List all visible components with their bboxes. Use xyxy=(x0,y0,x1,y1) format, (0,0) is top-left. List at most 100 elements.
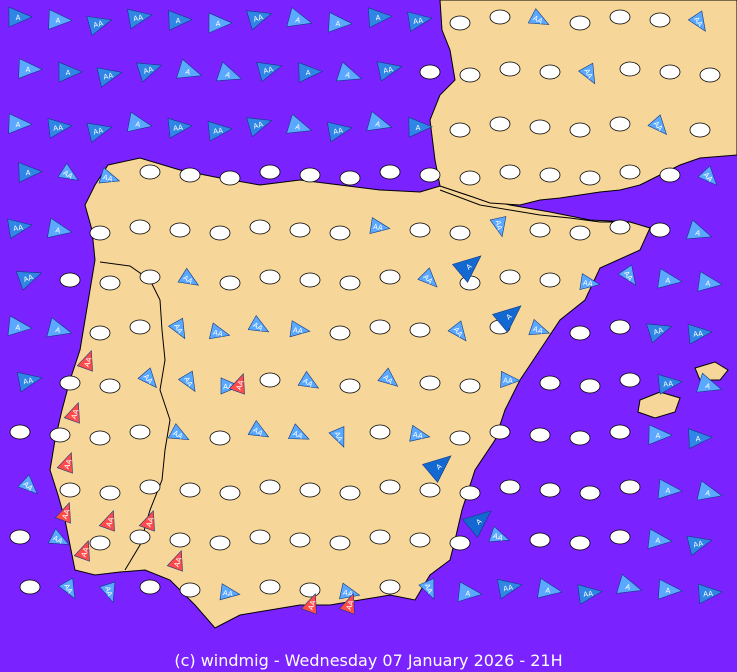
calm-marker xyxy=(289,222,311,238)
wind-arrow-marker: AA xyxy=(418,578,435,600)
wind-arrow-label: AA xyxy=(345,599,356,611)
wind-arrow-label: AA xyxy=(413,17,424,26)
calm-marker xyxy=(539,167,561,183)
calm-marker xyxy=(529,427,551,443)
calm-marker xyxy=(609,319,631,335)
calm-marker xyxy=(619,372,641,388)
wind-arrow-label: AA xyxy=(23,273,35,284)
wind-arrow-marker: AA xyxy=(247,314,270,333)
wind-arrow-label: A xyxy=(545,586,551,595)
calm-marker xyxy=(459,485,481,501)
wind-arrow-label: AA xyxy=(173,556,184,568)
wind-arrow-label: AA xyxy=(293,326,304,335)
wind-arrow-marker: AA xyxy=(577,584,603,605)
wind-arrow-marker: A xyxy=(421,455,452,483)
calm-marker xyxy=(459,378,481,394)
wind-arrow-marker: AA xyxy=(687,323,713,345)
wind-arrow-label: AA xyxy=(423,582,434,594)
wind-arrow-label: AA xyxy=(62,583,74,596)
wind-arrow-marker: AA xyxy=(73,539,91,562)
wind-arrow-label: A xyxy=(224,71,231,80)
wind-arrow-marker: A xyxy=(696,372,723,393)
calm-marker xyxy=(209,535,231,551)
wind-arrow-label: A xyxy=(656,432,661,440)
wind-arrow-marker: A xyxy=(286,113,313,134)
calm-marker xyxy=(449,535,471,551)
wind-arrow-label: AA xyxy=(253,13,265,24)
wind-arrow-marker: AA xyxy=(246,10,273,31)
wind-arrow-marker: AA xyxy=(339,582,361,600)
wind-arrow-label: A xyxy=(374,120,381,129)
wind-arrow-label: AA xyxy=(583,590,594,599)
calm-marker xyxy=(379,479,401,495)
wind-arrow-label: A xyxy=(505,312,514,321)
calm-marker xyxy=(649,222,671,238)
calm-marker xyxy=(489,116,511,132)
calm-marker xyxy=(499,61,521,77)
wind-arrow-label: A xyxy=(15,324,21,333)
calm-marker xyxy=(409,222,431,238)
wind-arrow-marker: A xyxy=(46,317,73,338)
wind-arrow-marker: A xyxy=(176,58,203,79)
calm-marker xyxy=(609,116,631,132)
wind-arrow-label: AA xyxy=(173,124,184,133)
wind-arrow-label: A xyxy=(465,590,471,599)
wind-arrow-marker: A xyxy=(336,61,363,82)
calm-marker xyxy=(569,430,591,446)
wind-arrow-label: A xyxy=(704,382,711,391)
calm-marker xyxy=(409,322,431,338)
wind-arrow-marker: AA xyxy=(166,549,184,572)
wind-arrow-marker: AA xyxy=(256,61,283,82)
wind-arrow-label: A xyxy=(665,587,671,595)
wind-arrow-label: A xyxy=(135,120,141,129)
france xyxy=(429,0,737,206)
wind-arrow-marker: A xyxy=(298,62,323,83)
wind-arrow-marker: A xyxy=(48,9,73,30)
wind-arrow-label: AA xyxy=(13,224,24,233)
calm-marker xyxy=(419,167,441,183)
wind-arrow-marker: A xyxy=(647,528,673,550)
wind-arrow-label: A xyxy=(624,583,631,592)
wind-arrow-marker: A xyxy=(686,219,713,240)
calm-marker xyxy=(579,378,601,394)
wind-arrow-label: A xyxy=(705,279,711,288)
wind-arrow-marker: AA xyxy=(56,451,74,474)
wind-arrow-marker: AA xyxy=(98,509,116,532)
wind-arrow-label: A xyxy=(305,69,310,77)
calm-marker xyxy=(489,424,511,440)
wind-arrow-label: AA xyxy=(222,589,233,598)
calm-marker xyxy=(569,15,591,31)
calm-marker xyxy=(539,272,561,288)
wind-arrow-marker: AA xyxy=(98,167,121,184)
calm-marker xyxy=(259,372,281,388)
wind-arrow-marker: A xyxy=(328,11,353,33)
calm-marker xyxy=(659,167,681,183)
wind-arrow-label: AA xyxy=(143,65,155,76)
wind-arrow-marker: AA xyxy=(220,377,241,395)
wind-arrow-marker: AA xyxy=(247,419,270,438)
calm-marker xyxy=(579,170,601,186)
wind-arrow-marker: AA xyxy=(136,62,163,83)
calm-marker xyxy=(339,485,361,501)
wind-arrow-marker: AA xyxy=(47,118,73,139)
wind-arrow-label: AA xyxy=(693,330,704,339)
wind-arrow-marker: AA xyxy=(86,122,113,143)
calm-marker xyxy=(219,170,241,186)
wind-arrow-marker: AA xyxy=(447,320,467,342)
calm-marker xyxy=(699,67,721,83)
wind-arrow-label: AA xyxy=(83,356,94,368)
wind-arrow-marker: A xyxy=(457,581,483,603)
wind-arrow-label: AA xyxy=(582,279,593,288)
wind-arrow-label: A xyxy=(294,123,301,132)
calm-marker xyxy=(379,579,401,595)
wind-arrow-label: A xyxy=(216,20,221,28)
wind-arrow-label: A xyxy=(465,262,474,271)
wind-arrow-marker: A xyxy=(58,61,83,83)
calm-marker xyxy=(329,325,351,341)
calm-marker xyxy=(339,170,361,186)
calm-marker xyxy=(139,164,161,180)
wind-arrow-marker: A xyxy=(286,7,313,28)
calm-marker xyxy=(99,485,121,501)
calm-marker xyxy=(129,219,151,235)
